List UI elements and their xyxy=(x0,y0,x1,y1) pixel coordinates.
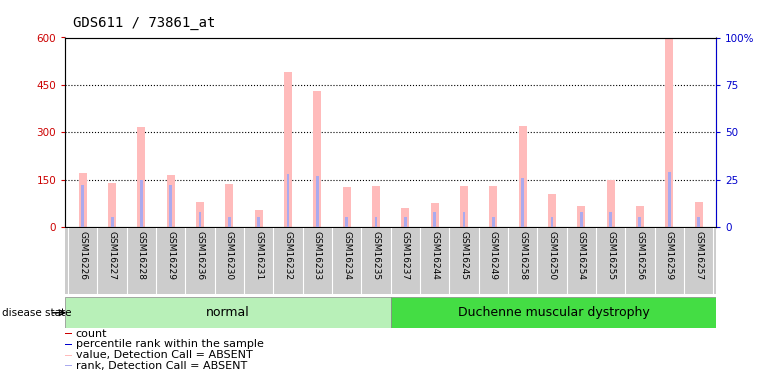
Bar xyxy=(166,175,175,227)
Text: GSM16235: GSM16235 xyxy=(372,231,381,280)
Text: count: count xyxy=(76,328,107,339)
Text: GSM16245: GSM16245 xyxy=(460,231,469,280)
Bar xyxy=(668,172,671,227)
Bar xyxy=(434,212,436,227)
Bar xyxy=(254,210,263,227)
Bar xyxy=(372,186,380,227)
Text: GSM16228: GSM16228 xyxy=(137,231,146,280)
Bar xyxy=(489,186,497,227)
Bar xyxy=(228,217,231,227)
Bar xyxy=(286,174,290,227)
Text: GSM16254: GSM16254 xyxy=(577,231,586,280)
Bar xyxy=(609,212,612,227)
Bar xyxy=(697,217,700,227)
Bar xyxy=(345,217,348,227)
Bar xyxy=(65,365,71,366)
Bar xyxy=(391,297,716,328)
Text: GSM16244: GSM16244 xyxy=(430,231,439,280)
Bar xyxy=(81,185,84,227)
Bar xyxy=(607,180,615,227)
Bar xyxy=(401,208,410,227)
Text: GSM16233: GSM16233 xyxy=(313,231,322,280)
Bar xyxy=(196,202,204,227)
Bar xyxy=(460,186,468,227)
Bar xyxy=(578,206,585,227)
Text: GSM16227: GSM16227 xyxy=(107,231,116,280)
Text: GSM16229: GSM16229 xyxy=(166,231,175,280)
Bar xyxy=(65,297,391,328)
Bar xyxy=(636,206,644,227)
Bar xyxy=(580,212,583,227)
Text: GSM16250: GSM16250 xyxy=(548,231,556,280)
Text: GSM16230: GSM16230 xyxy=(225,231,234,280)
Bar xyxy=(257,217,260,227)
Bar xyxy=(65,344,71,345)
Bar xyxy=(65,333,71,334)
Bar xyxy=(110,217,113,227)
Text: GSM16231: GSM16231 xyxy=(254,231,264,280)
Bar xyxy=(665,39,673,227)
Text: GSM16259: GSM16259 xyxy=(665,231,674,280)
Bar xyxy=(137,128,146,227)
Bar xyxy=(463,212,466,227)
Text: GSM16236: GSM16236 xyxy=(195,231,205,280)
Text: percentile rank within the sample: percentile rank within the sample xyxy=(76,339,264,349)
Text: value, Detection Call = ABSENT: value, Detection Call = ABSENT xyxy=(76,350,252,360)
Bar xyxy=(521,178,524,227)
Text: GSM16257: GSM16257 xyxy=(694,231,703,280)
Text: GSM16258: GSM16258 xyxy=(518,231,527,280)
Text: GSM16226: GSM16226 xyxy=(78,231,87,280)
Bar xyxy=(492,217,495,227)
Text: GSM16256: GSM16256 xyxy=(636,231,644,280)
Bar xyxy=(140,180,142,227)
Bar xyxy=(519,126,527,227)
Bar xyxy=(198,212,201,227)
Text: Duchenne muscular dystrophy: Duchenne muscular dystrophy xyxy=(457,306,650,319)
Bar xyxy=(342,188,351,227)
Text: GSM16249: GSM16249 xyxy=(489,231,498,280)
Text: GDS611 / 73861_at: GDS611 / 73861_at xyxy=(73,16,215,30)
Bar xyxy=(108,183,116,227)
Text: rank, Detection Call = ABSENT: rank, Detection Call = ABSENT xyxy=(76,361,247,371)
Bar xyxy=(316,176,319,227)
Text: GSM16234: GSM16234 xyxy=(342,231,351,280)
Bar xyxy=(169,185,172,227)
Text: GSM16255: GSM16255 xyxy=(606,231,615,280)
Bar xyxy=(404,217,407,227)
Bar xyxy=(430,203,439,227)
Text: normal: normal xyxy=(206,306,250,319)
Bar xyxy=(65,355,71,356)
Text: disease state: disease state xyxy=(2,308,71,318)
Bar xyxy=(548,194,556,227)
Bar xyxy=(313,91,322,227)
Bar xyxy=(284,72,292,227)
Bar xyxy=(551,217,553,227)
Bar xyxy=(225,184,234,227)
Bar xyxy=(639,217,641,227)
Bar xyxy=(79,173,87,227)
Bar xyxy=(695,202,702,227)
Bar xyxy=(375,217,378,227)
Text: GSM16232: GSM16232 xyxy=(283,231,293,280)
Text: GSM16237: GSM16237 xyxy=(401,231,410,280)
